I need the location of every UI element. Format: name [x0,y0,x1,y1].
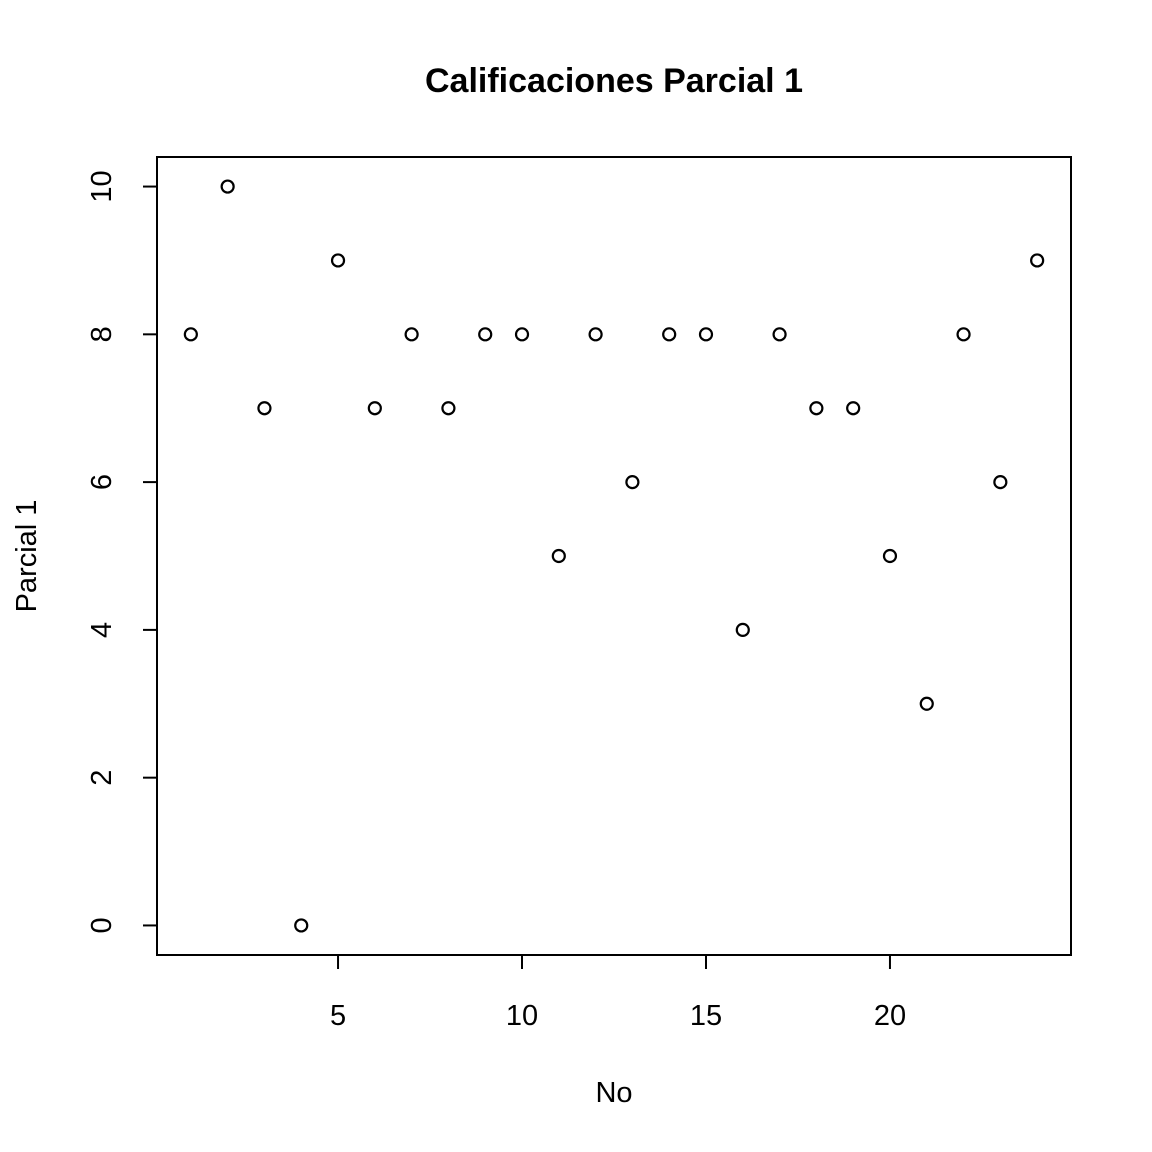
y-tick-label: 10 [86,170,118,202]
data-point [330,253,346,268]
data-point [956,327,971,342]
data-point [882,548,898,564]
x-tick-label: 15 [690,1000,722,1032]
data-point [1030,253,1045,268]
data-point [919,696,934,711]
data-points [183,179,1045,933]
x-tick-label: 10 [506,1000,538,1032]
data-point [220,179,235,194]
data-point [625,475,640,490]
y-tick-label: 4 [86,622,118,638]
data-point [846,401,861,416]
y-tick-label: 8 [86,326,118,342]
data-point [993,475,1008,490]
data-point [551,548,566,564]
y-axis: 0 2 4 6 8 10 [86,170,158,934]
data-point [294,918,309,933]
data-point [809,401,824,416]
data-point [735,622,750,637]
x-axis-label: No [595,1077,632,1109]
x-tick-label: 5 [330,1000,346,1032]
data-point [588,327,603,342]
data-point [441,401,456,416]
data-point [772,327,787,342]
data-point [257,401,272,416]
y-tick-label: 2 [86,770,118,786]
data-point [514,327,530,342]
data-point [183,327,198,342]
y-tick-label: 0 [86,917,118,933]
data-point [367,401,382,416]
y-tick-label: 6 [86,474,118,490]
x-axis: 5 10 15 20 [330,954,906,1032]
y-axis-label: Parcial 1 [11,500,43,613]
data-point [404,327,419,342]
x-tick-label: 20 [874,1000,906,1032]
data-point [662,327,677,342]
chart-title: Calificaciones Parcial 1 [425,62,803,100]
data-point [478,327,493,342]
data-point [698,327,714,342]
